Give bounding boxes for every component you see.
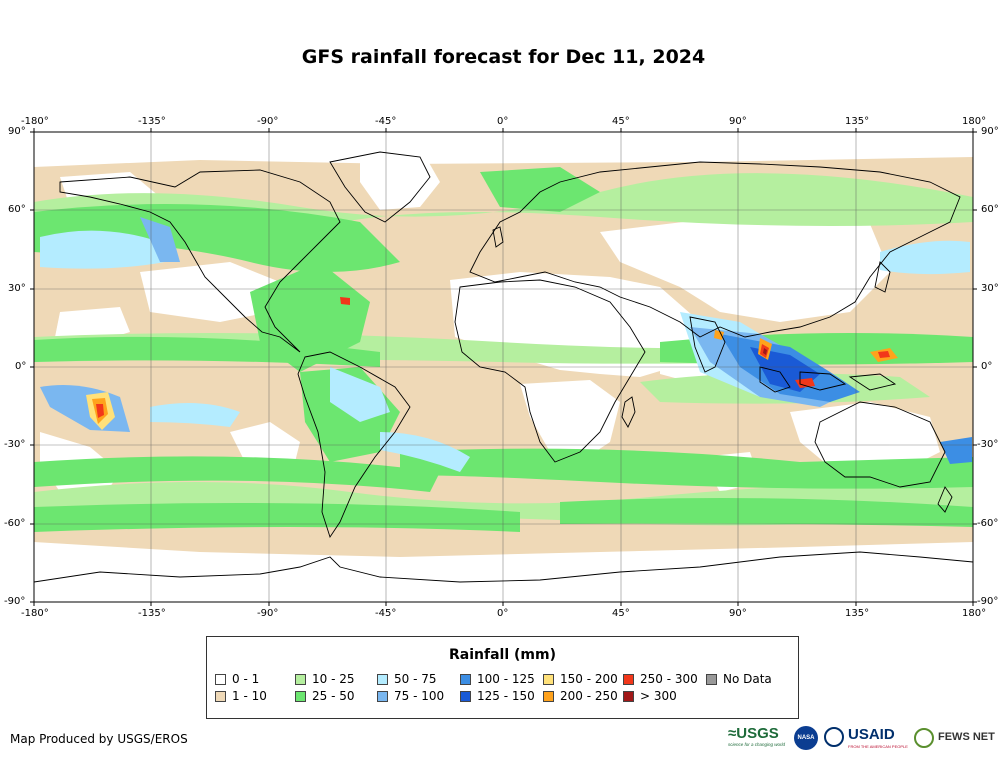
- lon-tick-top: 45°: [612, 116, 630, 127]
- usaid-logo: USAID FROM THE AMERICAN PEOPLE: [824, 726, 910, 752]
- lat-tick-right: 30°: [981, 283, 999, 294]
- legend-label: 150 - 200: [560, 672, 618, 686]
- lon-tick-bottom: 90°: [729, 608, 747, 619]
- legend-item: 125 - 150: [460, 689, 535, 703]
- legend-item: 25 - 50: [295, 689, 355, 703]
- legend-swatch: [377, 691, 388, 702]
- legend-item: 75 - 100: [377, 689, 444, 703]
- legend-label: 75 - 100: [394, 689, 445, 703]
- legend-swatch: [543, 674, 554, 685]
- legend-label: 50 - 75: [394, 672, 437, 686]
- lon-tick-top: -180°: [21, 116, 49, 127]
- legend-item: 200 - 250: [543, 689, 618, 703]
- legend-item: > 300: [623, 689, 677, 703]
- legend-label: 100 - 125: [477, 672, 535, 686]
- lon-tick-top: 180°: [962, 116, 987, 127]
- lat-tick-left: -60°: [4, 518, 26, 529]
- legend-item: No Data: [706, 672, 772, 686]
- rainfall-map: [30, 128, 977, 606]
- legend-swatch: [460, 691, 471, 702]
- lat-tick-right: -90°: [977, 596, 999, 607]
- legend-label: 250 - 300: [640, 672, 698, 686]
- lon-tick-top: 0°: [497, 116, 509, 127]
- usaid-seal-icon: [824, 727, 844, 747]
- globe-icon: [914, 728, 934, 748]
- legend-swatch: [295, 691, 306, 702]
- legend-label: 25 - 50: [312, 689, 355, 703]
- legend-swatch: [623, 691, 634, 702]
- legend-swatch: [215, 691, 226, 702]
- coastlines: [34, 151, 973, 583]
- legend-swatch: [706, 674, 717, 685]
- legend-label: No Data: [723, 672, 772, 686]
- nasa-logo: NASA: [794, 726, 820, 752]
- legend-title: Rainfall (mm): [449, 647, 556, 663]
- legend-item: 150 - 200: [543, 672, 618, 686]
- lon-tick-top: -45°: [375, 116, 397, 127]
- lon-tick-bottom: -180°: [21, 608, 49, 619]
- lon-tick-bottom: 135°: [845, 608, 870, 619]
- credit-text: Map Produced by USGS/EROS: [10, 732, 188, 746]
- lon-tick-bottom: -90°: [257, 608, 279, 619]
- lon-tick-top: 135°: [845, 116, 870, 127]
- lat-tick-right: -60°: [977, 518, 999, 529]
- lat-tick-right: 90°: [981, 126, 999, 137]
- lon-tick-top: -135°: [138, 116, 166, 127]
- legend-swatch: [295, 674, 306, 685]
- map-area: -180° -135° -90° -45° 0° 45° 90° 135° 18…: [0, 112, 1007, 622]
- legend-item: 10 - 25: [295, 672, 355, 686]
- legend-label: 125 - 150: [477, 689, 535, 703]
- legend-item: 1 - 10: [215, 689, 267, 703]
- lat-tick-left: 30°: [8, 283, 26, 294]
- legend-swatch: [215, 674, 226, 685]
- lat-tick-left: 60°: [8, 204, 26, 215]
- lat-tick-right: 0°: [981, 361, 993, 372]
- legend-item: 100 - 125: [460, 672, 535, 686]
- lat-tick-right: 60°: [981, 204, 999, 215]
- lon-tick-bottom: 45°: [612, 608, 630, 619]
- usgs-logo: ≈USGS science for a changing world: [728, 725, 786, 748]
- tick-marks: [30, 128, 977, 606]
- lat-tick-right: -30°: [977, 439, 999, 450]
- legend-swatch: [460, 674, 471, 685]
- legend-label: 10 - 25: [312, 672, 355, 686]
- legend: Rainfall (mm) 0 - 1 1 - 10 10 - 25 25 - …: [206, 636, 799, 719]
- lon-tick-bottom: 0°: [497, 608, 509, 619]
- legend-item: 0 - 1: [215, 672, 259, 686]
- legend-swatch: [543, 691, 554, 702]
- lon-tick-bottom: -135°: [138, 608, 166, 619]
- legend-label: 1 - 10: [232, 689, 267, 703]
- legend-swatch: [377, 674, 388, 685]
- fewsnet-logo: FEWS NET: [914, 726, 1000, 752]
- legend-label: 0 - 1: [232, 672, 260, 686]
- lat-tick-left: -30°: [4, 439, 26, 450]
- lon-tick-top: 90°: [729, 116, 747, 127]
- lon-tick-top: -90°: [257, 116, 279, 127]
- legend-swatch: [623, 674, 634, 685]
- agency-logos: ≈USGS science for a changing world NASA …: [728, 726, 1000, 752]
- map-title: GFS rainfall forecast for Dec 11, 2024: [301, 46, 706, 68]
- lat-tick-left: 0°: [15, 361, 27, 372]
- legend-item: 250 - 300: [623, 672, 698, 686]
- lat-tick-left: -90°: [4, 596, 26, 607]
- lon-tick-bottom: 180°: [962, 608, 987, 619]
- legend-label: > 300: [640, 689, 677, 703]
- graticule: [34, 132, 973, 602]
- lat-tick-left: 90°: [8, 126, 26, 137]
- legend-label: 200 - 250: [560, 689, 618, 703]
- legend-item: 50 - 75: [377, 672, 437, 686]
- lon-tick-bottom: -45°: [375, 608, 397, 619]
